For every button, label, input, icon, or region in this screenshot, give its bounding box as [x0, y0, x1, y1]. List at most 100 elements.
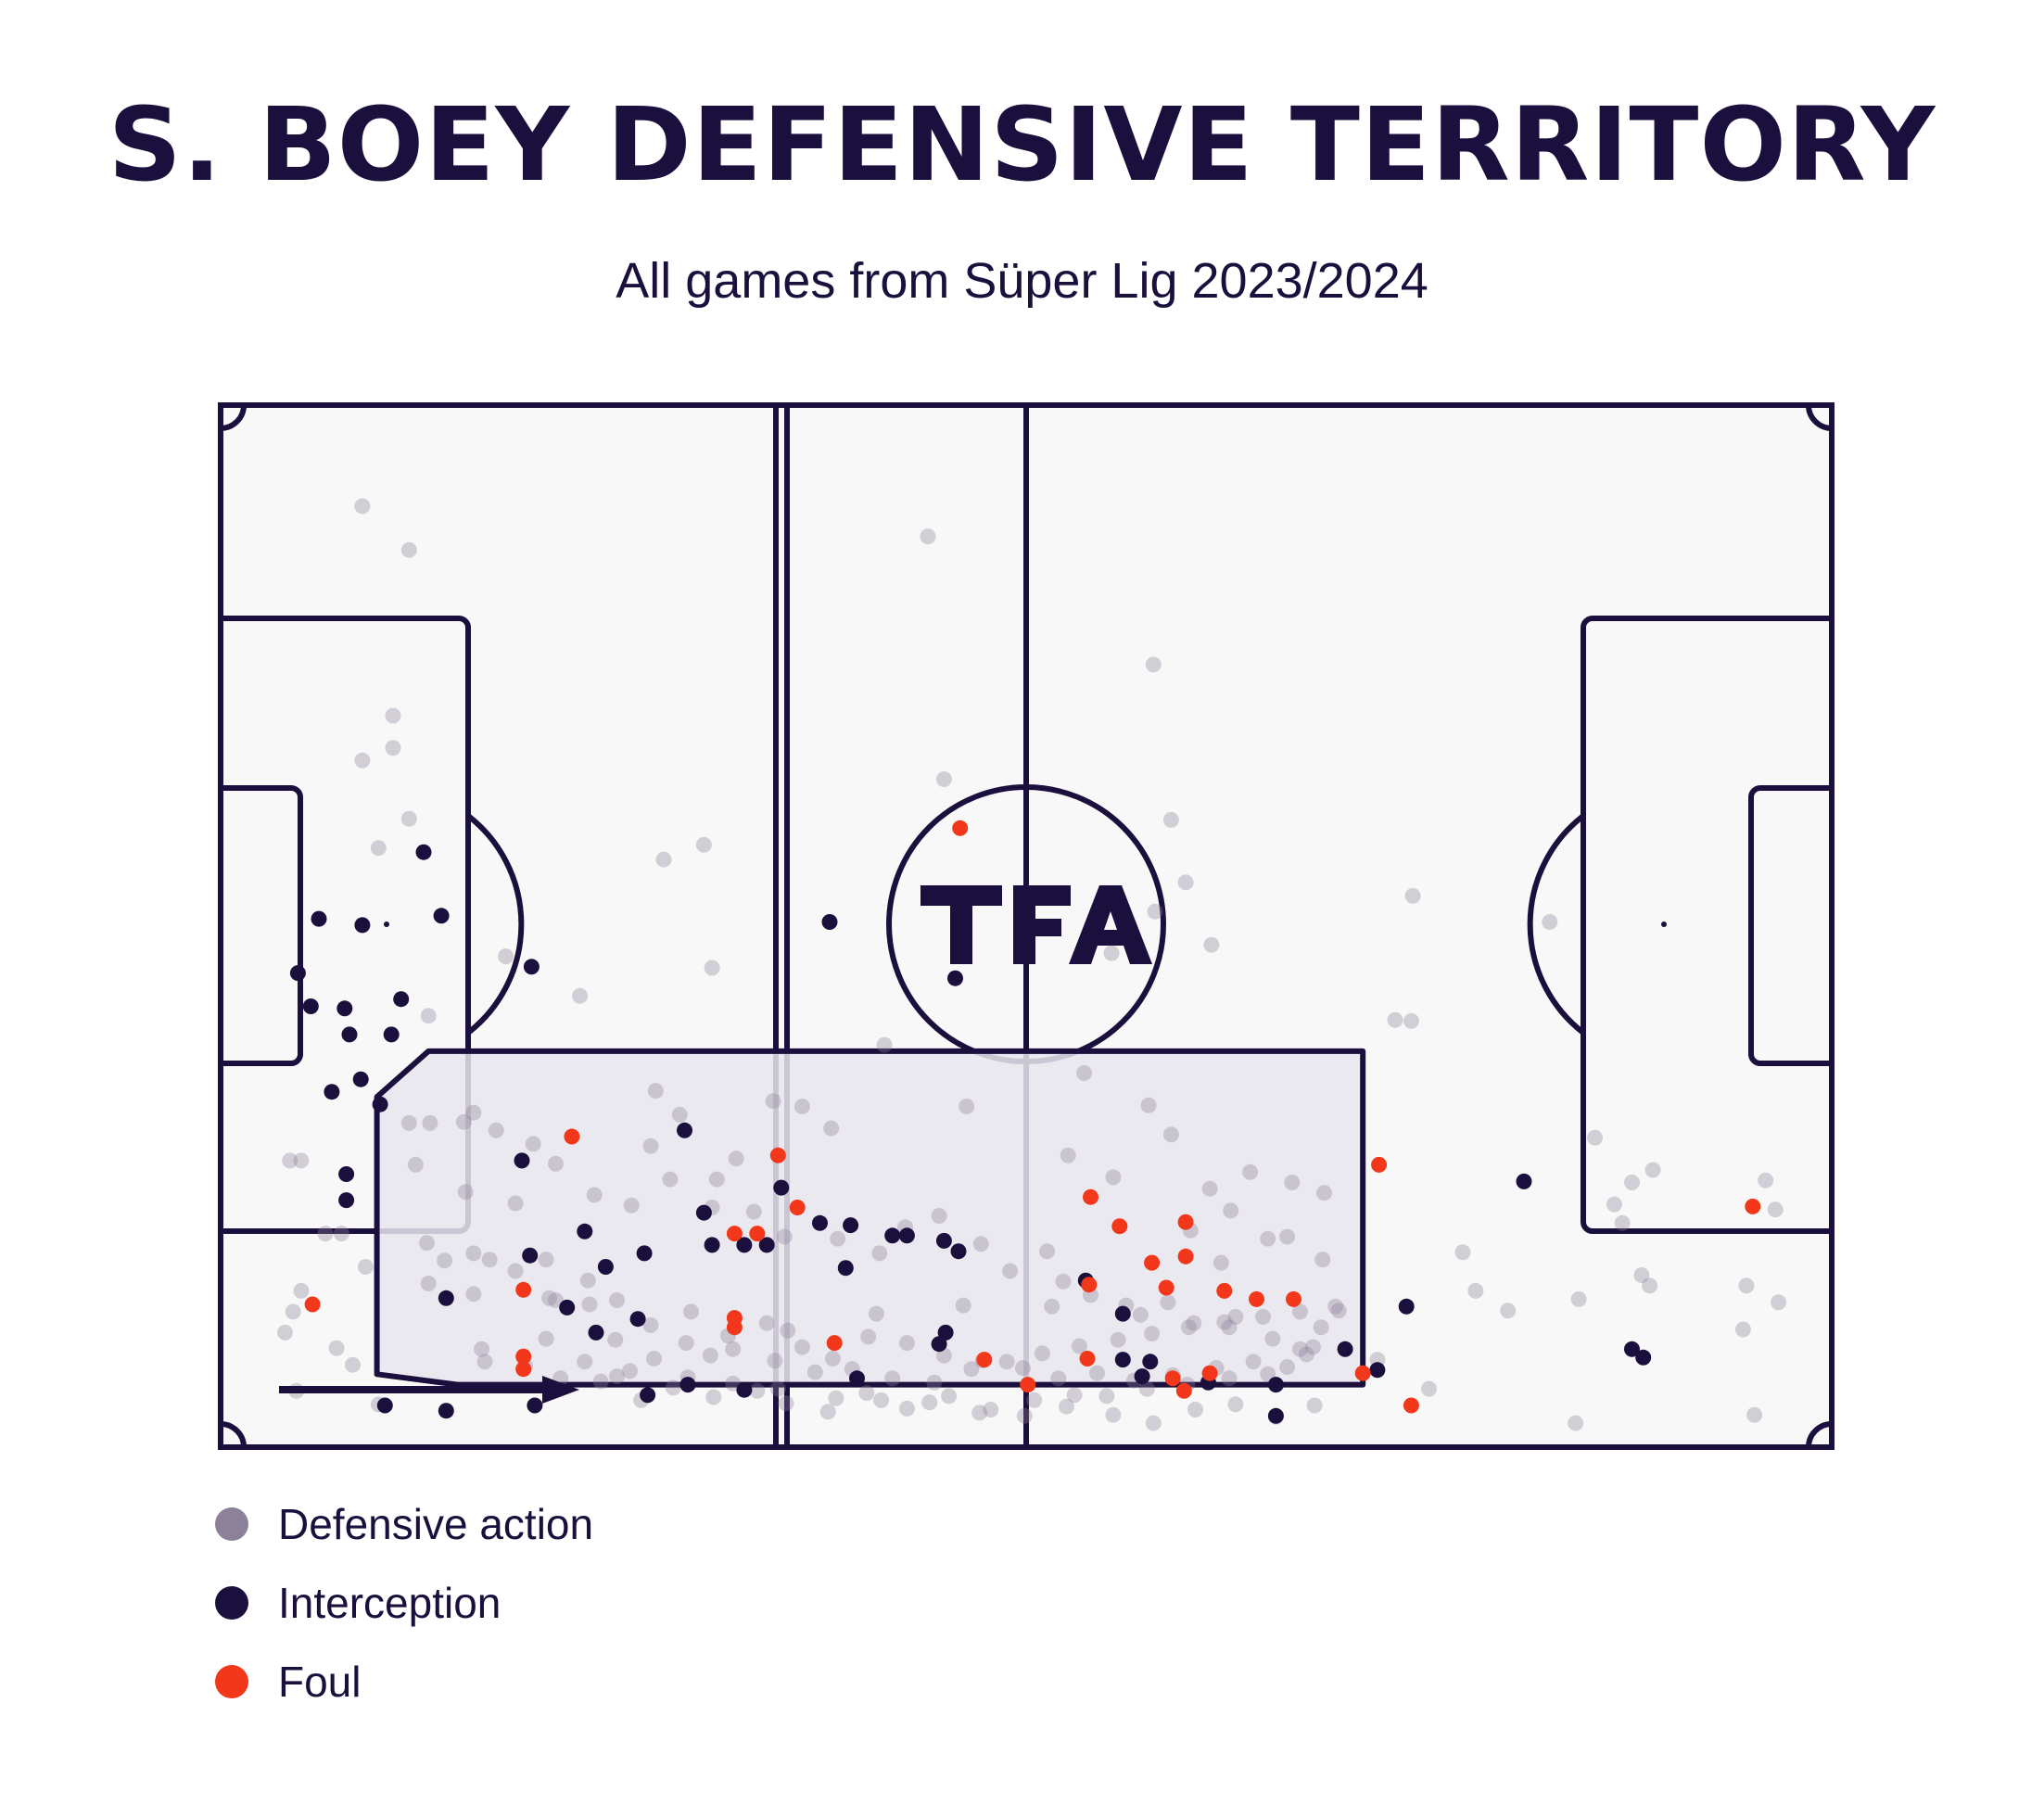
- legend-label: Defensive action: [278, 1500, 594, 1548]
- defensive-action-point: [419, 1235, 435, 1252]
- left-penalty-spot: [384, 922, 389, 927]
- defensive-action-point: [1758, 1172, 1774, 1189]
- defensive-action-point: [328, 1340, 345, 1356]
- right-goal-box: [1748, 785, 1832, 1066]
- defensive-action-point: [345, 1356, 361, 1373]
- defensive-action-point: [385, 740, 401, 756]
- defensive-action-point: [581, 1296, 598, 1313]
- foul-point: [1111, 1218, 1128, 1235]
- foul-point: [749, 1226, 766, 1242]
- foul-point: [1175, 1382, 1192, 1399]
- defensive-action-point: [1105, 1406, 1122, 1423]
- foul-point: [515, 1348, 532, 1365]
- interception-point: [341, 1026, 358, 1043]
- defensive-action-point: [507, 1195, 524, 1212]
- corner-arc-bottom-right: [1806, 1421, 1833, 1448]
- defensive-action-point: [1292, 1341, 1308, 1357]
- interception-point: [843, 1217, 859, 1234]
- interception-point: [433, 908, 450, 924]
- chart-title: S. BOEY DEFENSIVE TERRITORY: [108, 85, 1936, 204]
- defensive-action-point: [481, 1252, 498, 1268]
- interception-point: [1142, 1354, 1159, 1370]
- defensive-action-point: [1606, 1196, 1622, 1213]
- interception-point: [324, 1084, 340, 1100]
- defensive-action-point: [1467, 1282, 1484, 1299]
- defensive-action-point: [745, 1203, 762, 1220]
- foul-point: [1158, 1279, 1174, 1296]
- interception-point: [338, 1192, 355, 1209]
- defensive-action-point: [1221, 1319, 1238, 1336]
- defensive-action-point: [1044, 1298, 1060, 1315]
- defensive-action-point: [941, 1388, 958, 1405]
- defensive-action-point: [1304, 1339, 1321, 1355]
- defensive-action-point: [776, 1228, 793, 1245]
- interception-point: [336, 1000, 353, 1017]
- interception-point: [947, 970, 963, 986]
- interception-point: [523, 959, 540, 975]
- defensive-action-point: [1500, 1303, 1517, 1319]
- defensive-action-point: [1144, 1326, 1161, 1341]
- logo-a-counter: [1104, 911, 1117, 930]
- defensive-action-point: [767, 1353, 783, 1369]
- foul-point: [726, 1226, 743, 1242]
- foul-point: [952, 820, 969, 836]
- foul-point: [1745, 1198, 1761, 1214]
- defensive-action-point: [1738, 1277, 1755, 1294]
- defensive-action-point: [370, 840, 387, 857]
- defensive-action-point: [647, 1083, 664, 1100]
- interception-point: [736, 1237, 753, 1253]
- defensive-action-point: [998, 1354, 1015, 1370]
- defensive-action-point: [1039, 1243, 1056, 1260]
- interception-point: [338, 1166, 355, 1182]
- defensive-action-point: [1260, 1230, 1276, 1247]
- foul-point: [1354, 1365, 1371, 1381]
- defensive-action-point: [1181, 1319, 1197, 1336]
- foul-point: [1177, 1214, 1194, 1230]
- interception-point: [849, 1370, 865, 1387]
- interception-point: [1114, 1305, 1131, 1322]
- defensive-action-point: [1255, 1309, 1271, 1325]
- defensive-action-point: [793, 1099, 810, 1114]
- defensive-action-point: [1542, 914, 1558, 930]
- defensive-action-point: [662, 1171, 679, 1188]
- defensive-action-point: [1145, 656, 1162, 673]
- defensive-action-point: [765, 1093, 781, 1110]
- interception-point: [636, 1245, 653, 1262]
- defensive-action-point: [476, 1354, 493, 1370]
- defensive-action-point: [507, 1263, 524, 1279]
- foul-point: [1081, 1277, 1098, 1293]
- defensive-action-point: [1059, 1398, 1074, 1415]
- defensive-action-point: [538, 1330, 554, 1347]
- defensive-action-point: [1421, 1380, 1437, 1397]
- defensive-action-point: [1055, 1273, 1072, 1290]
- interception-point: [289, 965, 306, 982]
- defensive-action-point: [354, 752, 371, 769]
- defensive-action-point: [548, 1155, 564, 1172]
- defensive-action-point: [898, 1400, 915, 1417]
- defensive-action-point: [1568, 1415, 1584, 1431]
- defensive-action-point: [1279, 1359, 1296, 1375]
- foul-point: [1079, 1351, 1096, 1366]
- foul-point: [1164, 1370, 1181, 1387]
- defensive-action-point: [1216, 1314, 1233, 1330]
- defensive-action-point: [1138, 1380, 1155, 1397]
- interception-point: [1267, 1377, 1284, 1393]
- defensive-action-point: [457, 1184, 474, 1201]
- interception-point: [393, 991, 410, 1008]
- foul-point: [1144, 1254, 1161, 1271]
- defensive-action-point: [572, 987, 589, 1004]
- defensive-action-point: [1002, 1263, 1019, 1279]
- interception-point: [950, 1243, 967, 1260]
- defensive-action-point: [921, 1394, 938, 1411]
- defensive-action-point: [1110, 1331, 1126, 1348]
- interception-point: [931, 1336, 947, 1353]
- attack-direction-arrow: [279, 1376, 579, 1404]
- defensive-action-point: [1313, 1319, 1329, 1336]
- foul-point: [1020, 1377, 1036, 1393]
- legend-dot-foul: [215, 1665, 248, 1698]
- defensive-action-point: [465, 1245, 482, 1262]
- defensive-action-point: [1330, 1303, 1347, 1319]
- defensive-action-point: [884, 1370, 901, 1387]
- defensive-action-point: [935, 771, 952, 787]
- interception-point: [812, 1214, 828, 1231]
